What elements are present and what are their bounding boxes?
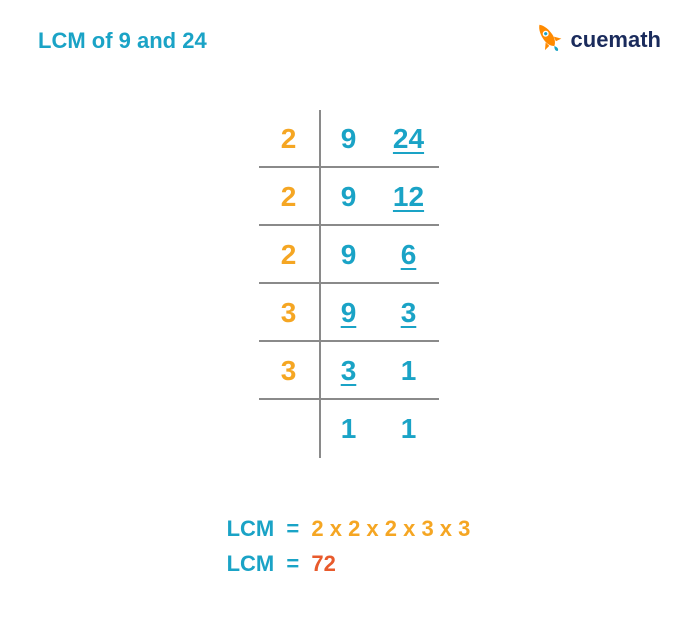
divisor-cell: 3 [259,355,319,387]
number-cell: 24 [379,123,439,155]
lcm-label: LCM [227,551,275,576]
lcm-ladder: 2924291229639333111 [259,110,439,458]
logo-text: cuemath [571,27,661,53]
number-cell: 12 [379,181,439,213]
ladder-row: 2912 [259,168,439,226]
equals: = [286,516,299,541]
number-cell: 1 [379,413,439,445]
lcm-result: LCM = 2 x 2 x 2 x 3 x 3 LCM = 72 [227,511,471,581]
ladder-row: 393 [259,284,439,342]
number-cell: 9 [319,123,379,155]
lcm-expression: 2 x 2 x 2 x 3 x 3 [311,516,470,541]
ladder-row: 296 [259,226,439,284]
lcm-value: 72 [311,551,335,576]
ladder-row: 2924 [259,110,439,168]
divisor-cell: 3 [259,297,319,329]
ladder-row: 331 [259,342,439,400]
logo: cuemath [531,20,661,59]
number-cell: 9 [319,239,379,271]
number-cell: 3 [319,355,379,387]
equals: = [286,551,299,576]
number-cell: 3 [379,297,439,329]
divisor-cell: 2 [259,181,319,213]
divisor-cell: 2 [259,123,319,155]
ladder-row: 11 [259,400,439,458]
divisor-cell: 2 [259,239,319,271]
number-cell: 9 [319,181,379,213]
number-cell: 9 [319,297,379,329]
number-cell: 1 [319,413,379,445]
rocket-icon [531,20,565,59]
number-cell: 6 [379,239,439,271]
page-title: LCM of 9 and 24 [38,28,207,54]
lcm-label: LCM [227,516,275,541]
number-cell: 1 [379,355,439,387]
